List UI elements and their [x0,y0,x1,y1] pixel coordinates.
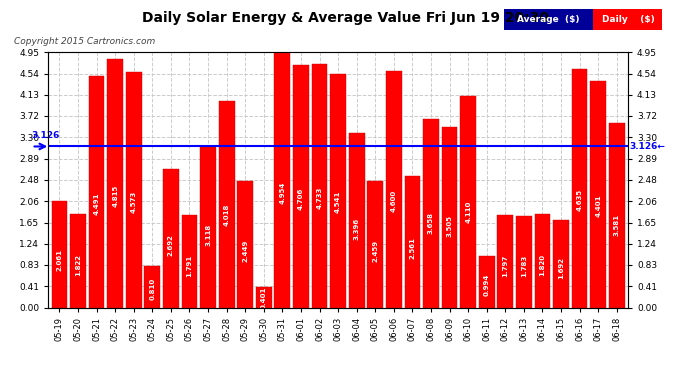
Text: 1.820: 1.820 [540,254,546,276]
Text: 1.822: 1.822 [75,254,81,276]
Text: 4.541: 4.541 [335,191,341,213]
Text: 4.815: 4.815 [112,185,118,207]
Bar [237,182,253,308]
Text: 3.126←: 3.126← [629,142,665,151]
Bar [386,70,402,308]
Text: 4.401: 4.401 [595,194,601,217]
Bar [70,214,86,308]
Bar [275,52,290,308]
Bar [200,147,216,308]
Text: 4.954: 4.954 [279,182,286,204]
Text: 3.505: 3.505 [446,215,453,237]
Bar [479,256,495,307]
Bar [497,215,513,308]
Text: Daily    ($): Daily ($) [602,15,654,24]
Bar [442,127,457,308]
Bar [609,123,624,308]
Text: 4.573: 4.573 [130,190,137,213]
Bar [126,72,141,308]
Bar [535,214,551,308]
Text: 2.061: 2.061 [57,249,63,271]
Text: 4.706: 4.706 [298,187,304,210]
Text: 4.600: 4.600 [391,190,397,212]
Bar [89,76,104,308]
Text: 2.449: 2.449 [242,240,248,262]
Bar [293,65,309,308]
Text: Copyright 2015 Cartronics.com: Copyright 2015 Cartronics.com [14,38,155,46]
Text: 2.561: 2.561 [409,237,415,259]
Bar [256,287,272,308]
Text: 2.459: 2.459 [372,239,378,261]
Text: 3.126: 3.126 [32,131,60,140]
Text: 3.581: 3.581 [613,213,620,236]
Bar [348,132,364,308]
Text: 0.994: 0.994 [484,273,490,296]
Text: Daily Solar Energy & Average Value Fri Jun 19 20:30: Daily Solar Energy & Average Value Fri J… [141,11,549,25]
Bar [144,266,160,308]
Text: 0.810: 0.810 [149,278,155,300]
Bar [219,100,235,308]
Bar [460,96,476,308]
Text: 2.692: 2.692 [168,234,174,256]
Bar [107,60,123,308]
Text: 4.635: 4.635 [577,189,582,211]
Text: 1.791: 1.791 [186,255,193,277]
Bar [163,169,179,308]
Text: Average  ($): Average ($) [518,15,580,24]
Text: 4.110: 4.110 [465,201,471,223]
Text: 4.018: 4.018 [224,203,230,225]
Text: 4.491: 4.491 [94,192,99,214]
Bar [553,220,569,308]
Text: 3.118: 3.118 [205,224,211,246]
Text: 3.396: 3.396 [354,218,359,240]
Text: 4.733: 4.733 [317,187,322,209]
Bar [312,64,328,308]
Bar [516,216,532,308]
Text: 1.783: 1.783 [521,255,527,277]
Text: 3.658: 3.658 [428,212,434,234]
Bar [367,181,383,308]
Bar [331,74,346,308]
Bar [590,81,606,308]
Text: 1.797: 1.797 [502,255,509,277]
Bar [423,119,439,308]
Bar [404,176,420,308]
Bar [572,69,587,308]
Bar [52,201,68,308]
Bar [181,215,197,308]
Text: 1.692: 1.692 [558,257,564,279]
Text: 0.401: 0.401 [261,287,267,309]
